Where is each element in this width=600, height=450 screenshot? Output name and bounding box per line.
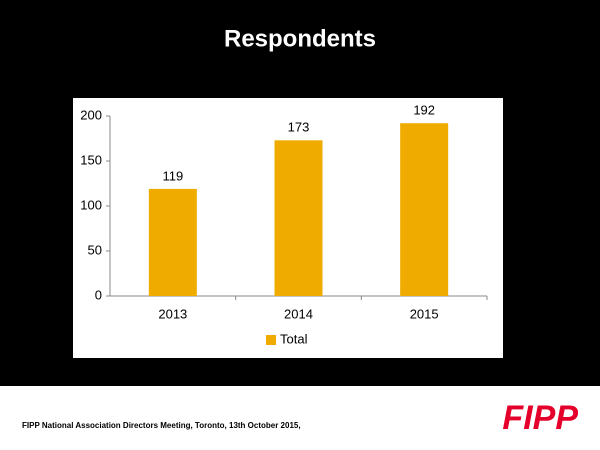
- y-tick-label: 150: [80, 152, 102, 167]
- legend-swatch: [266, 335, 276, 345]
- y-tick-label: 100: [80, 197, 102, 212]
- data-label: 173: [288, 120, 310, 135]
- footer-text: FIPP National Association Directors Meet…: [22, 421, 301, 430]
- footer-background: [0, 386, 600, 450]
- slide-title: Respondents: [224, 25, 376, 52]
- data-label: 119: [162, 168, 183, 183]
- bar: [148, 188, 197, 296]
- bar: [400, 123, 449, 296]
- y-tick-label: 0: [95, 287, 102, 302]
- x-tick-label: 2014: [284, 306, 313, 321]
- x-tick-label: 2013: [158, 306, 187, 321]
- bar: [274, 140, 323, 296]
- y-tick-label: 200: [80, 107, 102, 122]
- logo: FIPP: [502, 399, 578, 437]
- x-tick-label: 2015: [410, 306, 439, 321]
- y-tick-label: 50: [88, 242, 102, 257]
- legend-label: Total: [280, 331, 308, 346]
- data-label: 192: [413, 103, 435, 118]
